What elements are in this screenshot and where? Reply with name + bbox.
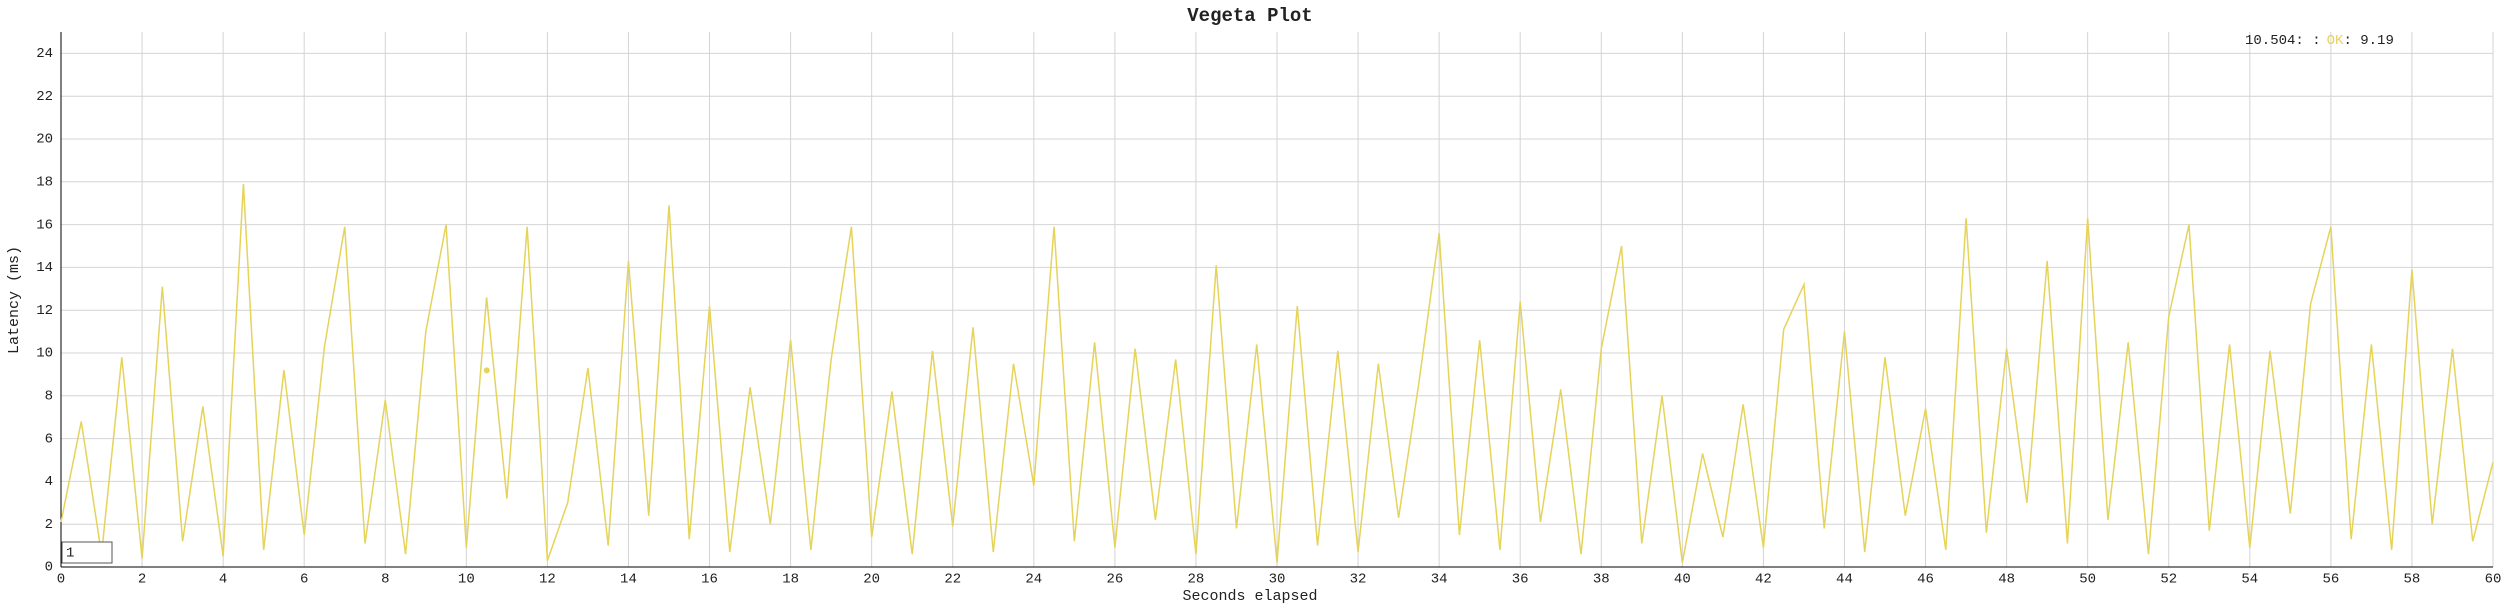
x-tick-label: 10 xyxy=(458,572,475,588)
x-tick-label: 58 xyxy=(2404,572,2421,588)
x-tick-label: 38 xyxy=(1593,572,1610,588)
x-tick-label: 52 xyxy=(2160,572,2177,588)
x-tick-label: 14 xyxy=(620,572,637,588)
x-tick-label: 8 xyxy=(381,572,389,588)
x-tick-label: 16 xyxy=(701,572,718,588)
roll-period-input[interactable] xyxy=(61,541,113,564)
x-tick-label: 46 xyxy=(1917,572,1934,588)
roll-period-value[interactable]: 1 xyxy=(66,546,74,562)
x-tick-label: 48 xyxy=(1998,572,2015,588)
chart-title: Vegeta Plot xyxy=(1187,5,1312,27)
legend-text: 10.504: : xyxy=(2245,33,2321,49)
x-tick-label: 30 xyxy=(1269,572,1286,588)
y-tick-label: 8 xyxy=(45,389,53,405)
y-tick-label: 10 xyxy=(36,346,53,362)
y-tick-label: 24 xyxy=(36,46,53,62)
x-tick-label: 4 xyxy=(219,572,227,588)
y-tick-label: 14 xyxy=(36,260,53,276)
x-tick-label: 54 xyxy=(2241,572,2258,588)
legend-text: : 9.19 xyxy=(2343,33,2393,49)
y-axis-label: Latency (ms) xyxy=(6,246,23,354)
x-tick-label: 6 xyxy=(300,572,308,588)
series-line xyxy=(60,183,2494,563)
y-tick-label: 4 xyxy=(45,474,53,490)
legend-text: OK xyxy=(2327,33,2344,49)
x-tick-label: 60 xyxy=(2485,572,2502,588)
x-tick-label: 34 xyxy=(1431,572,1448,588)
x-tick-label: 0 xyxy=(57,572,65,588)
x-tick-label: 40 xyxy=(1674,572,1691,588)
x-tick-label: 56 xyxy=(2322,572,2339,588)
x-tick-label: 36 xyxy=(1512,572,1529,588)
x-tick-label: 32 xyxy=(1350,572,1367,588)
x-tick-label: 22 xyxy=(944,572,961,588)
x-tick-label: 18 xyxy=(782,572,799,588)
x-tick-label: 42 xyxy=(1755,572,1772,588)
y-tick-label: 22 xyxy=(36,89,53,105)
legend: 10.504: : OK: 9.19 xyxy=(2245,33,2394,49)
x-tick-label: 50 xyxy=(2079,572,2096,588)
x-tick-label: 44 xyxy=(1836,572,1853,588)
highlight-point xyxy=(483,367,490,374)
x-tick-label: 24 xyxy=(1025,572,1042,588)
x-tick-label: 28 xyxy=(1188,572,1205,588)
x-tick-label: 12 xyxy=(539,572,556,588)
y-tick-label: 2 xyxy=(45,517,53,533)
y-tick-label: 12 xyxy=(36,303,53,319)
y-tick-label: 20 xyxy=(36,132,53,148)
y-tick-label: 18 xyxy=(36,175,53,191)
y-tick-label: 0 xyxy=(45,560,53,576)
y-tick-label: 6 xyxy=(45,431,53,447)
x-tick-label: 2 xyxy=(138,572,146,588)
x-tick-label: 26 xyxy=(1106,572,1123,588)
x-tick-label: 20 xyxy=(863,572,880,588)
y-tick-label: 16 xyxy=(36,217,53,233)
x-axis-label: Seconds elapsed xyxy=(1182,588,1317,605)
